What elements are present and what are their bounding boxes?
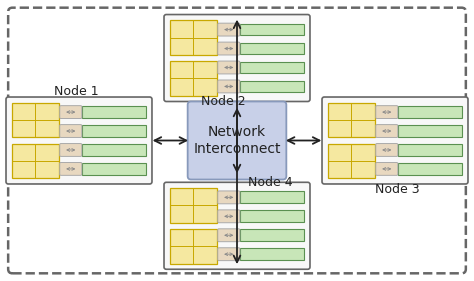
- FancyBboxPatch shape: [218, 23, 240, 36]
- FancyBboxPatch shape: [376, 124, 398, 137]
- FancyBboxPatch shape: [60, 162, 82, 175]
- Bar: [328, 144, 375, 178]
- FancyBboxPatch shape: [376, 106, 398, 119]
- FancyBboxPatch shape: [218, 229, 240, 242]
- FancyBboxPatch shape: [218, 80, 240, 93]
- Bar: [170, 20, 217, 55]
- FancyBboxPatch shape: [6, 97, 152, 184]
- Bar: [170, 61, 217, 96]
- Bar: [240, 62, 304, 73]
- Text: Node 1: Node 1: [55, 85, 99, 98]
- FancyBboxPatch shape: [322, 97, 468, 184]
- Text: Node 3: Node 3: [375, 183, 419, 196]
- FancyBboxPatch shape: [218, 61, 240, 74]
- Bar: [170, 229, 217, 264]
- Text: Node 2: Node 2: [201, 95, 245, 108]
- FancyBboxPatch shape: [60, 124, 82, 137]
- FancyBboxPatch shape: [188, 101, 286, 180]
- Bar: [240, 248, 304, 260]
- Bar: [170, 188, 217, 223]
- Bar: [82, 106, 146, 118]
- Bar: [82, 144, 146, 156]
- Bar: [328, 103, 375, 137]
- FancyBboxPatch shape: [218, 210, 240, 223]
- FancyBboxPatch shape: [218, 42, 240, 55]
- Text: Network
Interconnect: Network Interconnect: [193, 125, 281, 156]
- Bar: [82, 125, 146, 137]
- FancyBboxPatch shape: [60, 106, 82, 119]
- Bar: [398, 125, 463, 137]
- FancyBboxPatch shape: [218, 191, 240, 204]
- FancyBboxPatch shape: [376, 162, 398, 175]
- Bar: [398, 106, 463, 118]
- Bar: [398, 144, 463, 156]
- FancyBboxPatch shape: [164, 182, 310, 269]
- Bar: [240, 43, 304, 55]
- Bar: [240, 81, 304, 92]
- Bar: [82, 163, 146, 175]
- Bar: [240, 210, 304, 222]
- Bar: [240, 229, 304, 241]
- Bar: [11, 144, 59, 178]
- FancyBboxPatch shape: [60, 144, 82, 157]
- Bar: [240, 191, 304, 203]
- Bar: [240, 24, 304, 35]
- Text: Node 4: Node 4: [248, 176, 292, 189]
- Bar: [11, 103, 59, 137]
- FancyBboxPatch shape: [218, 248, 240, 261]
- Bar: [398, 163, 463, 175]
- FancyBboxPatch shape: [164, 15, 310, 101]
- FancyBboxPatch shape: [376, 144, 398, 157]
